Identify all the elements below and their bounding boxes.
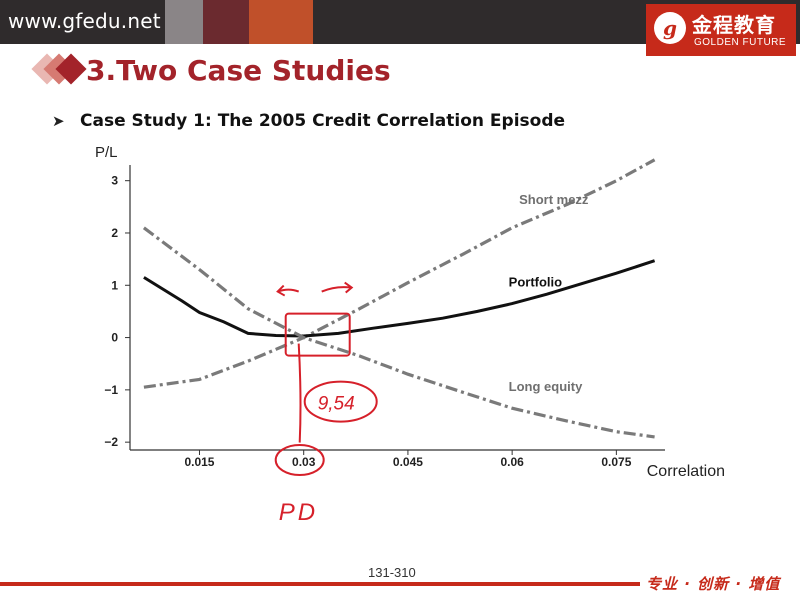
logo-chinese-name: 金程教育 bbox=[692, 13, 776, 37]
series-line-portfolio bbox=[143, 259, 656, 338]
x-tick-label: 0.075 bbox=[601, 455, 631, 469]
handwritten-drop-line bbox=[297, 343, 302, 443]
series-annotation-short-mezz: Short mezz bbox=[519, 192, 589, 207]
site-url: www.gfedu.net bbox=[8, 9, 161, 33]
handwritten-letters: PD bbox=[279, 499, 318, 526]
series-annotation-portfolio: Portfolio bbox=[509, 274, 562, 289]
y-tick-label: 0 bbox=[111, 331, 118, 345]
footer-slogan: 专业 · 创新 · 增值 bbox=[646, 575, 781, 593]
series-line-long-equity bbox=[142, 226, 655, 439]
handwritten-note-circle bbox=[303, 380, 378, 423]
x-tick-label: 0.015 bbox=[184, 455, 214, 469]
header-band-2 bbox=[203, 0, 249, 44]
y-tick-label: −2 bbox=[104, 435, 118, 449]
y-tick-label: 3 bbox=[111, 174, 118, 188]
series-line-short-mezz bbox=[143, 158, 656, 389]
footer-rule bbox=[0, 582, 640, 586]
case-study-heading: Case Study 1: The 2005 Credit Correlatio… bbox=[80, 111, 566, 131]
header-band-4 bbox=[313, 0, 646, 44]
series-annotation-long-equity: Long equity bbox=[509, 379, 583, 394]
page-title: 3.Two Case Studies bbox=[86, 54, 391, 87]
x-axis-label: Correlation bbox=[647, 463, 725, 480]
handwritten-note: 9,54 bbox=[318, 394, 355, 415]
logo-mark-icon: g bbox=[654, 12, 686, 44]
x-tick-label: 0.06 bbox=[500, 455, 524, 469]
y-tick-label: −1 bbox=[104, 383, 118, 397]
logo-english-name: GOLDEN FUTURE bbox=[694, 37, 787, 48]
page-number: 131-310 bbox=[368, 565, 416, 580]
handwritten-left-arrow bbox=[277, 288, 300, 293]
handwritten-box bbox=[284, 312, 351, 357]
y-axis-label: P/L bbox=[95, 144, 118, 161]
y-tick-label: 1 bbox=[111, 278, 118, 292]
header-band-1 bbox=[165, 0, 203, 44]
handwritten-tick-circle bbox=[274, 444, 325, 476]
x-tick-label: 0.045 bbox=[393, 455, 423, 469]
y-tick-label: 2 bbox=[111, 226, 118, 240]
bullet-arrow-icon: ➤ bbox=[52, 112, 65, 130]
handwritten-left-arrowhead bbox=[276, 284, 286, 297]
header-band-3 bbox=[249, 0, 313, 44]
x-tick-label: 0.03 bbox=[292, 455, 316, 469]
title-diamond-decoration bbox=[31, 53, 87, 85]
handwritten-right-arrow bbox=[321, 286, 352, 293]
handwritten-right-arrowhead bbox=[344, 281, 354, 294]
brand-logo: g 金程教育 GOLDEN FUTURE bbox=[646, 4, 796, 56]
